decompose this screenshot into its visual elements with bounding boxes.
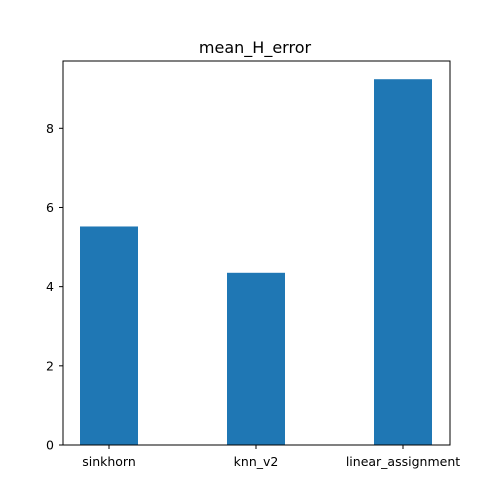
y-tick-label: 8 <box>46 121 54 136</box>
bar-sinkhorn <box>80 226 138 445</box>
x-tick-label: sinkhorn <box>82 454 136 469</box>
y-tick-label: 2 <box>46 358 54 373</box>
y-tick-label: 0 <box>46 438 54 453</box>
y-tick-label: 6 <box>46 200 54 215</box>
y-tick-label: 4 <box>46 279 54 294</box>
chart-title: mean_H_error <box>199 38 312 58</box>
bar-knn_v2 <box>227 272 285 445</box>
bar-linear_assignment <box>374 79 432 445</box>
x-tick-label: linear_assignment <box>346 454 460 469</box>
x-tick-label: knn_v2 <box>234 454 279 469</box>
y-axis: 0 2 4 6 8 <box>46 121 63 453</box>
bar-group <box>80 79 432 445</box>
x-axis: sinkhorn knn_v2 linear_assignment <box>82 445 460 469</box>
plot-frame <box>62 60 451 446</box>
